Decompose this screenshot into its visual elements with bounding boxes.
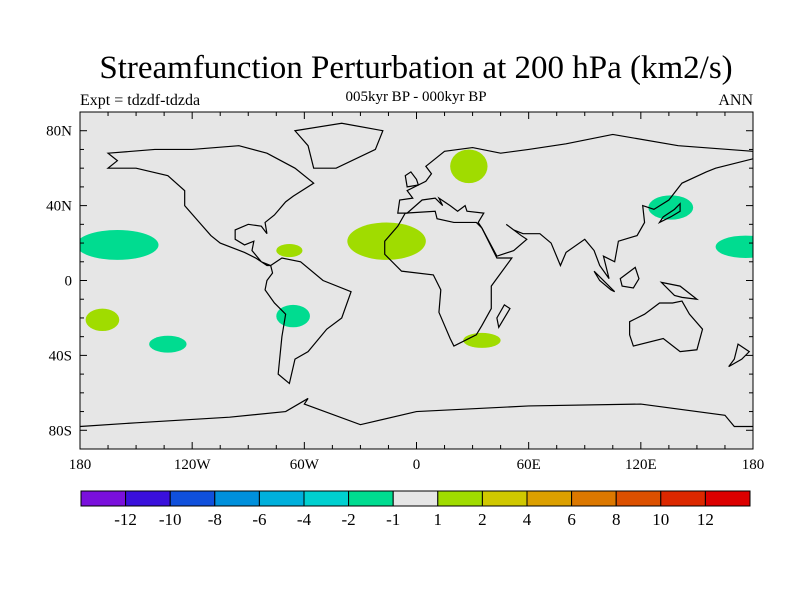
colorbar-box bbox=[437, 490, 483, 507]
colorbar-box bbox=[214, 490, 260, 507]
colorbar-box bbox=[392, 490, 439, 507]
period-label: 005kyr BP - 000kyr BP bbox=[345, 89, 487, 105]
coastline-madagascar bbox=[496, 303, 511, 329]
map-background bbox=[80, 112, 753, 449]
anomaly-south-africa bbox=[463, 332, 501, 348]
anomaly-scandinavia bbox=[450, 149, 488, 184]
colorbar-label: 8 bbox=[612, 510, 621, 529]
anomaly-east-asia bbox=[648, 195, 694, 220]
lon-tick-label: 180 bbox=[69, 457, 92, 473]
colorbar-label: 4 bbox=[523, 510, 532, 529]
colorbar-box bbox=[526, 490, 573, 507]
colorbar-label: -8 bbox=[208, 510, 222, 529]
anomaly-south-pacific-west bbox=[85, 308, 120, 332]
colorbar-label: -6 bbox=[252, 510, 266, 529]
colorbar-box bbox=[481, 490, 528, 507]
anomaly-tropical-atlantic bbox=[347, 222, 426, 260]
coastline-borneo bbox=[619, 266, 640, 289]
anomaly-south-pacific-east bbox=[149, 335, 187, 353]
colorbar-box bbox=[704, 490, 751, 507]
colorbar-box bbox=[125, 490, 171, 507]
coastline-antarctica bbox=[80, 397, 753, 428]
lon-tick-label: 180 bbox=[742, 457, 765, 473]
lon-tick-label: 60E bbox=[517, 457, 541, 473]
lat-tick-label: 80N bbox=[46, 124, 72, 140]
plot-title: Streamfunction Perturbation at 200 hPa (… bbox=[99, 50, 733, 86]
experiment-label: Expt = tdzdf-tdzda bbox=[80, 92, 201, 109]
colorbar-label: 10 bbox=[652, 510, 669, 529]
lat-tick-label: 40N bbox=[46, 199, 72, 215]
colorbar-box bbox=[660, 490, 706, 507]
coastline-japan bbox=[657, 202, 681, 225]
coastline-australia bbox=[629, 300, 704, 353]
lon-tick-label: 120E bbox=[625, 457, 657, 473]
colorbar-label: -2 bbox=[342, 510, 356, 529]
colorbar-label: 1 bbox=[434, 510, 443, 529]
lat-tick-label: 40S bbox=[49, 348, 72, 364]
colorbar-label: 2 bbox=[478, 510, 487, 529]
colorbar-label: 12 bbox=[697, 510, 714, 529]
lat-tick-label: 0 bbox=[65, 274, 73, 290]
anomaly-caribbean bbox=[276, 243, 303, 258]
colorbar-label: -1 bbox=[386, 510, 400, 529]
coastline-greenland bbox=[293, 122, 384, 169]
anomaly-north-pacific bbox=[80, 229, 159, 260]
colorbar-label: -12 bbox=[114, 510, 137, 529]
colorbar-box bbox=[80, 490, 127, 507]
coastline-eurasia bbox=[397, 133, 753, 279]
season-label: ANN bbox=[718, 92, 753, 109]
colorbar-box bbox=[348, 490, 394, 507]
coastline-north-america bbox=[106, 145, 315, 267]
colorbar-box bbox=[615, 490, 662, 507]
lon-tick-label: 120W bbox=[174, 457, 212, 473]
lat-tick-label: 80S bbox=[49, 423, 72, 439]
coastline-africa bbox=[384, 210, 514, 347]
colorbar-label: 6 bbox=[567, 510, 576, 529]
colorbar-label: -4 bbox=[297, 510, 312, 529]
anomaly-west-pacific-east-edge bbox=[715, 235, 753, 259]
colorbar-box bbox=[258, 490, 305, 507]
anomaly-south-america bbox=[276, 304, 310, 328]
coastline-sumatra bbox=[593, 270, 616, 293]
colorbar-box bbox=[169, 490, 216, 507]
coastline-new-zealand bbox=[728, 343, 751, 368]
coastline-new-guinea bbox=[659, 281, 700, 301]
coastline-uk bbox=[404, 171, 420, 188]
coastline-south-america bbox=[264, 257, 352, 385]
colorbar-box bbox=[303, 490, 350, 507]
colorbar-label: -10 bbox=[159, 510, 182, 529]
colorbar-box bbox=[571, 490, 617, 507]
lon-tick-label: 0 bbox=[413, 457, 421, 473]
lon-tick-label: 60W bbox=[290, 457, 320, 473]
map-content bbox=[80, 122, 753, 428]
